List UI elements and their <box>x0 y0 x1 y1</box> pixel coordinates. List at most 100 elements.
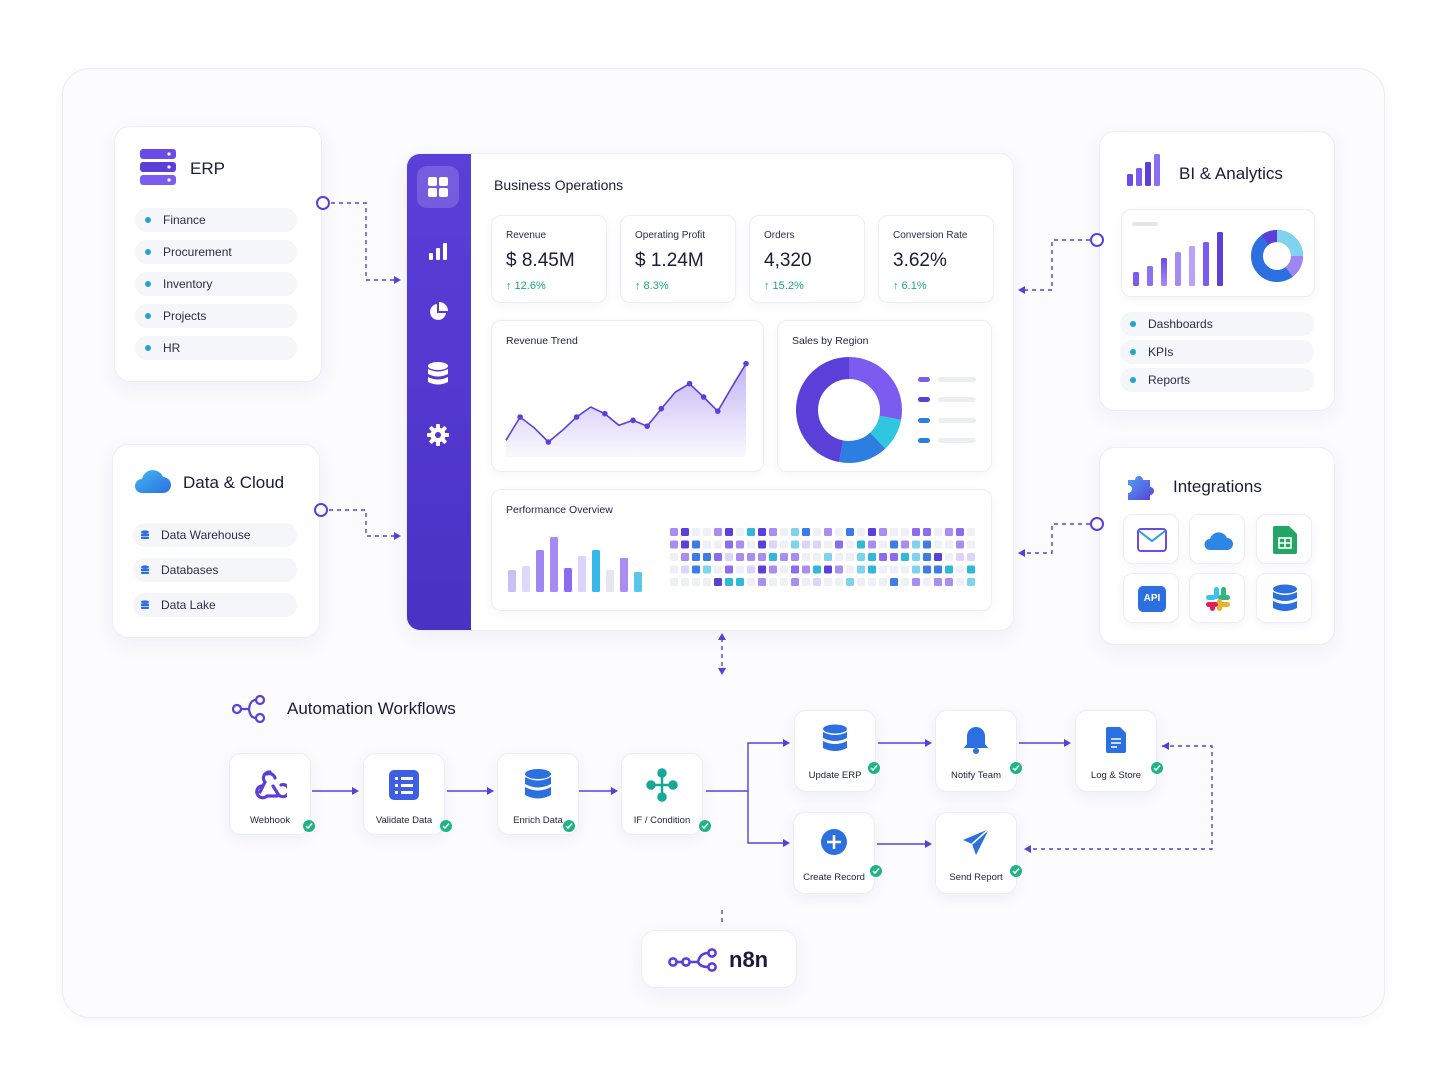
heatmap-cell <box>769 540 777 549</box>
document-icon <box>1106 727 1126 753</box>
heatmap-cell <box>714 565 722 574</box>
heatmap-cell <box>967 540 975 549</box>
data-item-lake[interactable]: Data Lake <box>133 593 297 617</box>
kpi-operating-profit: Operating Profit $ 1.24M ↑ 8.3% <box>620 215 736 303</box>
heatmap-cell <box>802 528 810 536</box>
node-label: Webhook <box>250 815 290 826</box>
heatmap-cell <box>934 540 942 549</box>
heatmap-cell <box>802 578 810 586</box>
node-notify-team[interactable]: Notify Team <box>935 710 1017 792</box>
heatmap-cell <box>813 565 821 574</box>
erp-item-projects[interactable]: Projects <box>135 304 297 328</box>
heatmap-cell <box>923 528 931 536</box>
donut-slice <box>869 415 902 449</box>
erp-connector[interactable] <box>316 196 330 210</box>
check-icon <box>1009 864 1023 878</box>
heatmap-cell <box>813 528 821 536</box>
bi-donut-icon <box>1251 230 1303 282</box>
heatmap-cell <box>725 528 733 536</box>
heatmap-cell <box>813 553 821 561</box>
heatmap-cell <box>703 553 711 561</box>
heatmap-cell <box>802 540 810 549</box>
nav-database-icon[interactable] <box>417 353 459 395</box>
heatmap-cell <box>868 553 876 561</box>
legend-swatch <box>918 397 930 402</box>
database-icon[interactable] <box>1256 573 1312 623</box>
legend-swatch <box>918 438 930 443</box>
heatmap-cell <box>846 528 854 536</box>
nav-gear-icon[interactable] <box>417 414 459 456</box>
heatmap-cell <box>967 578 975 586</box>
api-label: API <box>1138 586 1166 612</box>
heatmap-cell <box>846 553 854 561</box>
heatmap-cell <box>692 578 700 586</box>
heatmap-cell <box>747 528 755 536</box>
sheets-icon[interactable] <box>1256 514 1312 564</box>
heatmap-cell <box>780 578 788 586</box>
heatmap-cell <box>747 553 755 561</box>
nav-pie-chart-icon[interactable] <box>417 291 459 333</box>
plus-icon <box>821 829 847 855</box>
integrations-connector[interactable] <box>1090 517 1104 531</box>
heatmap-cell <box>868 528 876 536</box>
heatmap-cell <box>835 565 843 574</box>
nav-grid-icon[interactable] <box>417 166 459 208</box>
heatmap-cell <box>835 553 843 561</box>
erp-item-hr[interactable]: HR <box>135 336 297 360</box>
heatmap-cell <box>857 528 865 536</box>
mail-icon[interactable] <box>1123 514 1179 564</box>
bi-item-reports[interactable]: Reports <box>1120 368 1314 392</box>
node-validate-data[interactable]: Validate Data <box>363 753 445 835</box>
kpi-conversion-rate: Conversion Rate 3.62% ↑ 6.1% <box>878 215 994 303</box>
bi-item-dashboards[interactable]: Dashboards <box>1120 312 1314 336</box>
donut-slice <box>848 357 902 420</box>
erp-item-inventory[interactable]: Inventory <box>135 272 297 296</box>
data-item-warehouse[interactable]: Data Warehouse <box>133 523 297 547</box>
nav-bar-chart-icon[interactable] <box>417 230 459 272</box>
heatmap-cell <box>868 578 876 586</box>
heatmap-cell <box>681 578 689 586</box>
legend-swatch <box>918 377 930 382</box>
heatmap-cell <box>736 565 744 574</box>
erp-item-procurement[interactable]: Procurement <box>135 240 297 264</box>
heatmap-cell <box>901 565 909 574</box>
heatmap-cell <box>747 565 755 574</box>
check-icon <box>1009 761 1023 775</box>
node-log-store[interactable]: Log & Store <box>1075 710 1157 792</box>
slack-icon[interactable] <box>1189 573 1245 623</box>
n8n-badge[interactable]: n8n <box>641 930 797 988</box>
node-update-erp[interactable]: Update ERP <box>794 710 876 792</box>
heatmap-cell <box>934 565 942 574</box>
trend-point <box>517 414 523 420</box>
heatmap-cell <box>824 540 832 549</box>
heatmap-cell <box>857 565 865 574</box>
heatmap-cell <box>747 578 755 586</box>
node-send-report[interactable]: Send Report <box>935 812 1017 894</box>
heatmap-cell <box>769 578 777 586</box>
heatmap-cell <box>670 553 678 561</box>
heatmap-cell <box>912 578 920 586</box>
api-icon[interactable]: API <box>1123 573 1179 623</box>
heatmap-cell <box>824 528 832 536</box>
node-if-condition[interactable]: IF / Condition <box>621 753 703 835</box>
heatmap-cell <box>681 528 689 536</box>
heatmap-cell <box>901 528 909 536</box>
node-label: Log & Store <box>1090 770 1142 781</box>
node-webhook[interactable]: Webhook <box>229 753 311 835</box>
cloud-icon[interactable] <box>1189 514 1245 564</box>
heatmap-cell <box>945 528 953 536</box>
erp-item-finance[interactable]: Finance <box>135 208 297 232</box>
donut-slice <box>796 357 850 463</box>
heatmap-cell <box>846 565 854 574</box>
heatmap-cell <box>967 528 975 536</box>
heatmap-cell <box>769 553 777 561</box>
trend-point <box>658 405 665 412</box>
heatmap-cell <box>945 553 953 561</box>
heatmap-cell <box>890 578 898 586</box>
bi-item-kpis[interactable]: KPIs <box>1120 340 1314 364</box>
data-item-databases[interactable]: Databases <box>133 558 297 582</box>
branch-icon <box>646 768 678 802</box>
node-create-record[interactable]: Create Record <box>793 812 875 894</box>
bi-connector[interactable] <box>1090 233 1104 247</box>
data-cloud-connector[interactable] <box>314 503 328 517</box>
